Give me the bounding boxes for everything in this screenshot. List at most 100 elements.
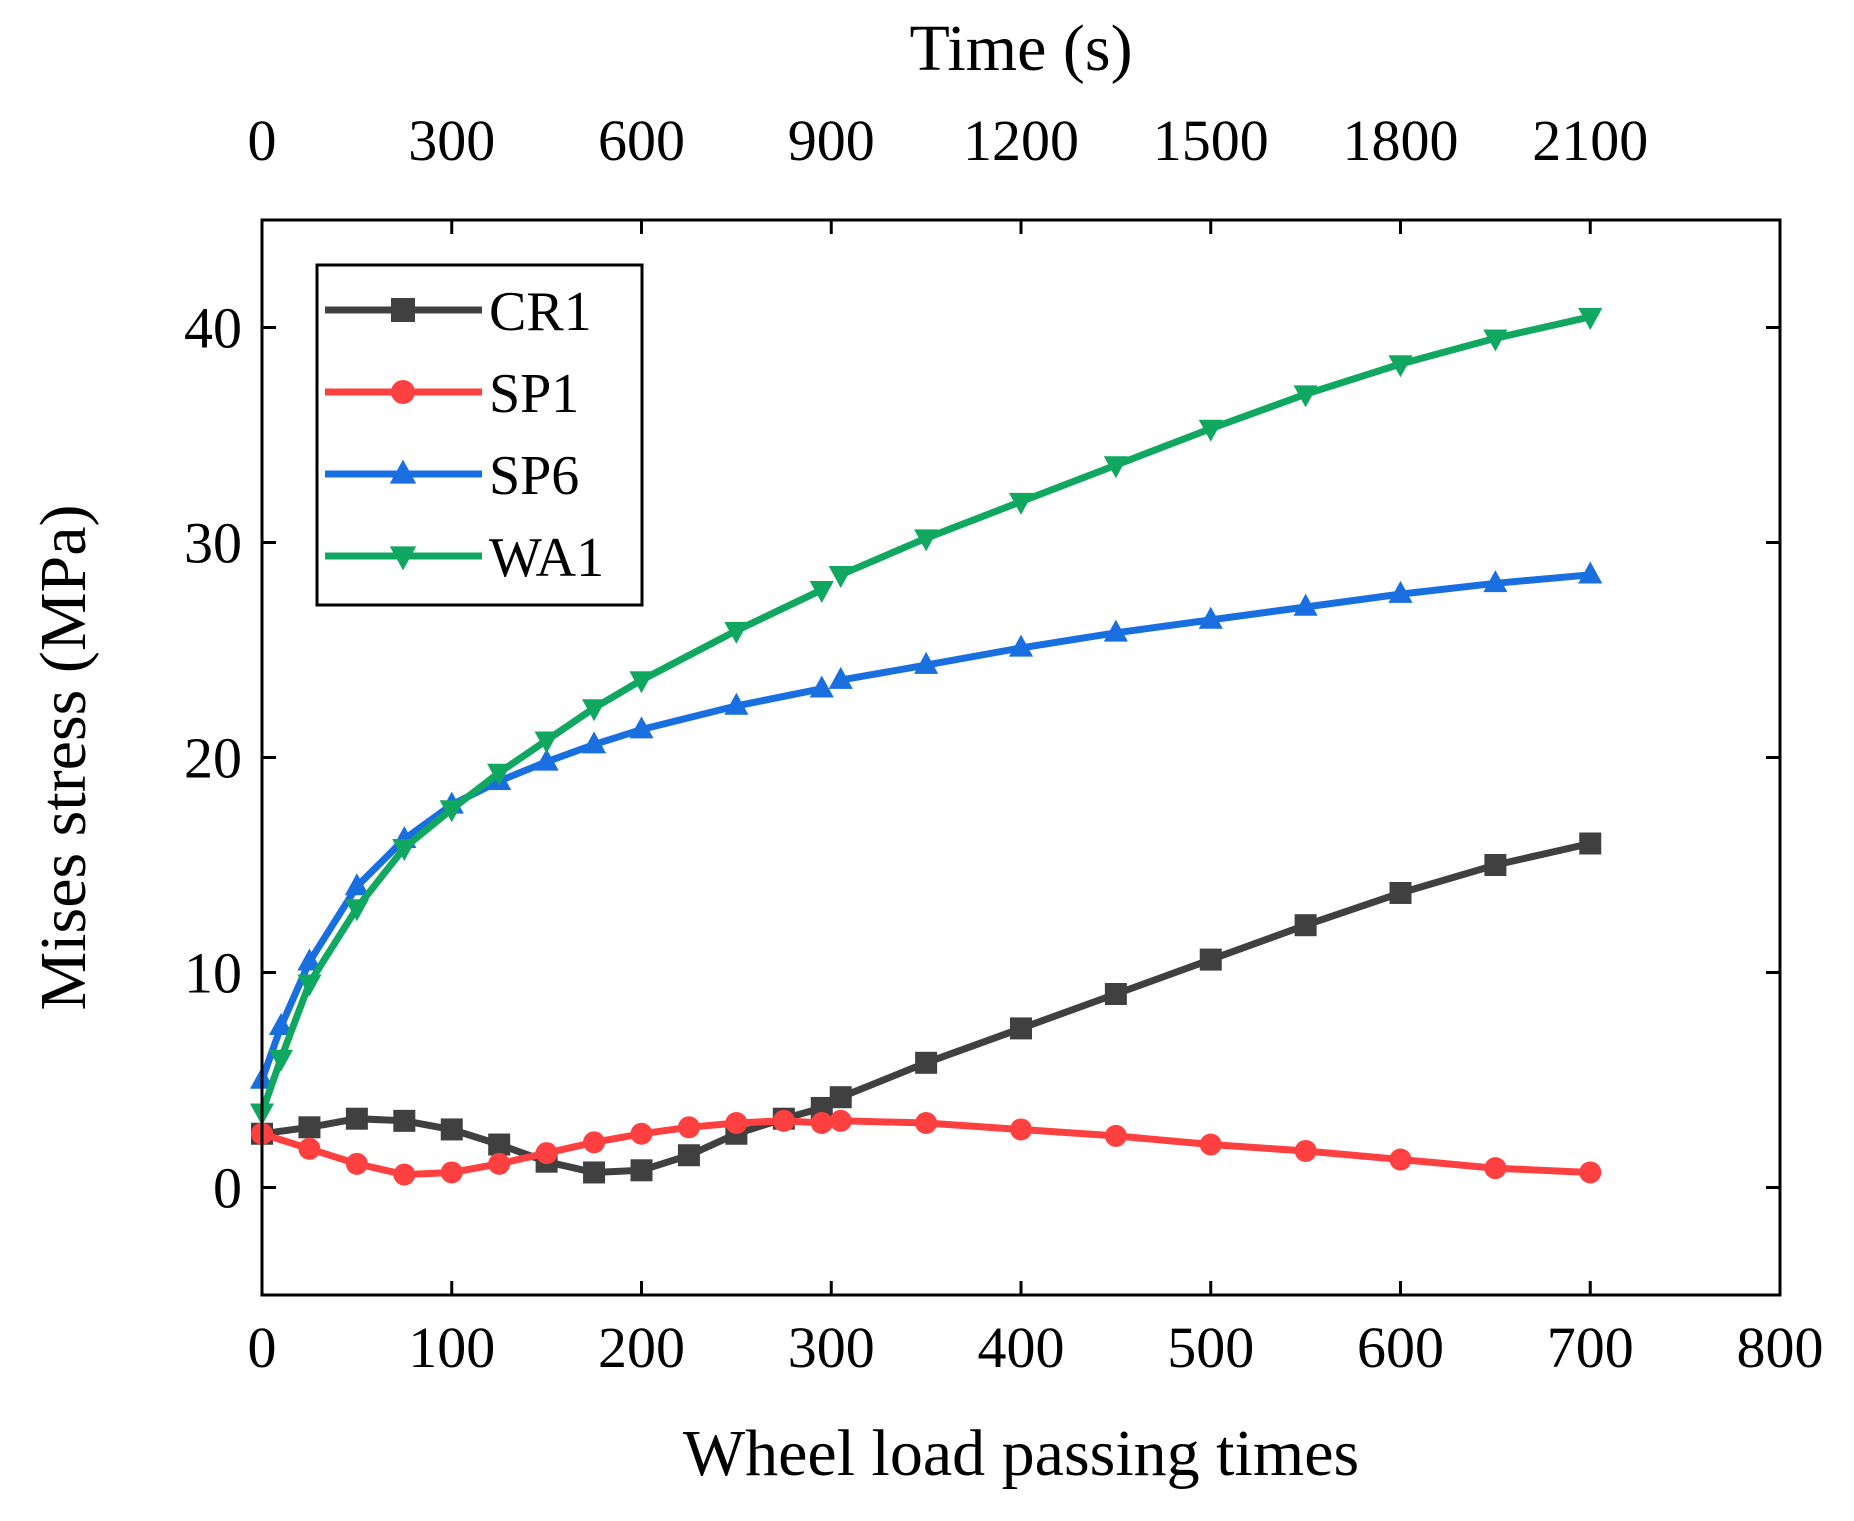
- data-point-sp6: [534, 748, 559, 771]
- data-point-cr1: [915, 1051, 938, 1074]
- data-point-sp1: [677, 1116, 700, 1139]
- data-point-sp6: [1388, 580, 1413, 603]
- data-point-sp6: [809, 675, 834, 698]
- legend-marker: [389, 459, 417, 484]
- legend-label: SP6: [489, 445, 579, 507]
- legend-box: [315, 263, 644, 607]
- data-point-sp1: [725, 1112, 748, 1134]
- x-tick-label: 600: [1357, 1315, 1444, 1380]
- data-point-wa1: [1103, 456, 1128, 479]
- legend: CR1 SP1 SP6 WA1: [315, 263, 644, 607]
- data-point-cr1: [488, 1133, 511, 1156]
- data-point-cr1: [1579, 832, 1602, 855]
- data-point-sp1: [1104, 1124, 1127, 1147]
- data-point-sp1: [535, 1142, 558, 1165]
- x-tick-label: 0: [248, 1315, 277, 1380]
- data-point-cr1: [1010, 1017, 1032, 1040]
- data-point-sp1: [393, 1163, 416, 1186]
- top-axis-title: Time (s): [909, 12, 1132, 85]
- top-x-tick-label: 1200: [963, 108, 1079, 173]
- data-point-wa1: [828, 565, 853, 588]
- data-point-cr1: [810, 1096, 833, 1119]
- data-point-cr1: [677, 1144, 700, 1167]
- data-point-sp6: [1483, 570, 1508, 593]
- top-x-tick-label: 1500: [1153, 108, 1269, 173]
- data-point-sp1: [1010, 1118, 1032, 1141]
- top-x-tick-label: 900: [788, 108, 875, 173]
- data-point-wa1: [1008, 492, 1034, 515]
- data-point-sp1: [1579, 1161, 1602, 1184]
- top-x-tick-label: 2100: [1532, 108, 1648, 173]
- y-axis-title: Mises stress (MPa): [27, 505, 100, 1011]
- x-tick-label: 400: [978, 1315, 1065, 1380]
- y-tick-label: 30: [184, 511, 242, 576]
- data-point-wa1: [1388, 355, 1413, 378]
- data-point-sp1: [1389, 1148, 1412, 1171]
- data-point-sp6: [1293, 593, 1318, 616]
- legend-marker: [391, 380, 415, 404]
- data-point-sp6: [268, 1013, 294, 1036]
- data-point-sp1: [1199, 1133, 1222, 1156]
- series-wa1: [249, 307, 1603, 1126]
- legend-item-wa1: WA1: [325, 527, 604, 589]
- top-x-tick-label: 600: [598, 108, 685, 173]
- series-line-wa1: [258, 586, 824, 1114]
- data-point-cr1: [630, 1159, 653, 1182]
- data-point-sp1: [810, 1112, 833, 1134]
- data-point-cr1: [393, 1109, 416, 1132]
- top-x-tick-label: 0: [248, 108, 277, 173]
- data-point-cr1: [1389, 881, 1412, 904]
- x-tick-label: 500: [1167, 1315, 1254, 1380]
- legend-marker: [391, 298, 415, 322]
- series-sp6: [249, 561, 1603, 1089]
- legend-label: CR1: [489, 281, 592, 343]
- x-tick-label: 700: [1547, 1315, 1634, 1380]
- data-point-wa1: [1198, 419, 1223, 442]
- data-point-wa1: [809, 581, 834, 603]
- data-point-cr1: [829, 1086, 852, 1109]
- data-point-wa1: [1293, 385, 1318, 408]
- data-point-wa1: [1483, 329, 1508, 352]
- data-point-sp6: [1008, 634, 1034, 657]
- data-point-cr1: [345, 1107, 368, 1130]
- data-point-cr1: [583, 1161, 606, 1184]
- series-layer: [249, 307, 1603, 1186]
- legend-marker: [389, 546, 417, 571]
- data-point-wa1: [344, 899, 369, 922]
- data-point-wa1: [914, 529, 939, 552]
- data-point-sp1: [298, 1137, 321, 1160]
- data-point-sp6: [1578, 561, 1603, 584]
- legend-item-sp6: SP6: [325, 445, 579, 507]
- data-point-sp6: [1198, 606, 1223, 629]
- top-x-tick-label: 1800: [1343, 108, 1459, 173]
- data-point-wa1: [439, 800, 464, 823]
- data-point-sp1: [630, 1122, 653, 1145]
- y-tick-label: 0: [213, 1156, 242, 1221]
- legend-label: SP1: [489, 363, 579, 425]
- data-point-sp6: [581, 731, 607, 754]
- data-point-sp6: [828, 666, 853, 689]
- data-point-sp6: [344, 873, 369, 896]
- data-point-cr1: [440, 1118, 463, 1141]
- data-point-wa1: [724, 621, 749, 644]
- data-point-cr1: [298, 1116, 321, 1139]
- y-tick-label: 40: [184, 296, 242, 361]
- data-point-sp6: [914, 651, 939, 674]
- top-x-tick-label: 300: [408, 108, 495, 173]
- data-point-sp1: [345, 1152, 368, 1175]
- data-point-wa1: [487, 763, 512, 786]
- data-point-cr1: [1484, 854, 1507, 876]
- data-point-cr1: [1199, 948, 1222, 971]
- data-point-sp1: [829, 1109, 852, 1132]
- data-point-wa1: [629, 671, 654, 694]
- data-point-wa1: [534, 731, 559, 754]
- x-axis-title: Wheel load passing times: [683, 1417, 1359, 1490]
- data-point-sp1: [915, 1112, 938, 1134]
- data-point-sp1: [1294, 1139, 1317, 1162]
- data-point-wa1: [268, 1049, 294, 1072]
- series-sp1: [251, 1109, 1602, 1186]
- y-tick-label: 20: [184, 726, 242, 791]
- data-point-wa1: [392, 839, 417, 861]
